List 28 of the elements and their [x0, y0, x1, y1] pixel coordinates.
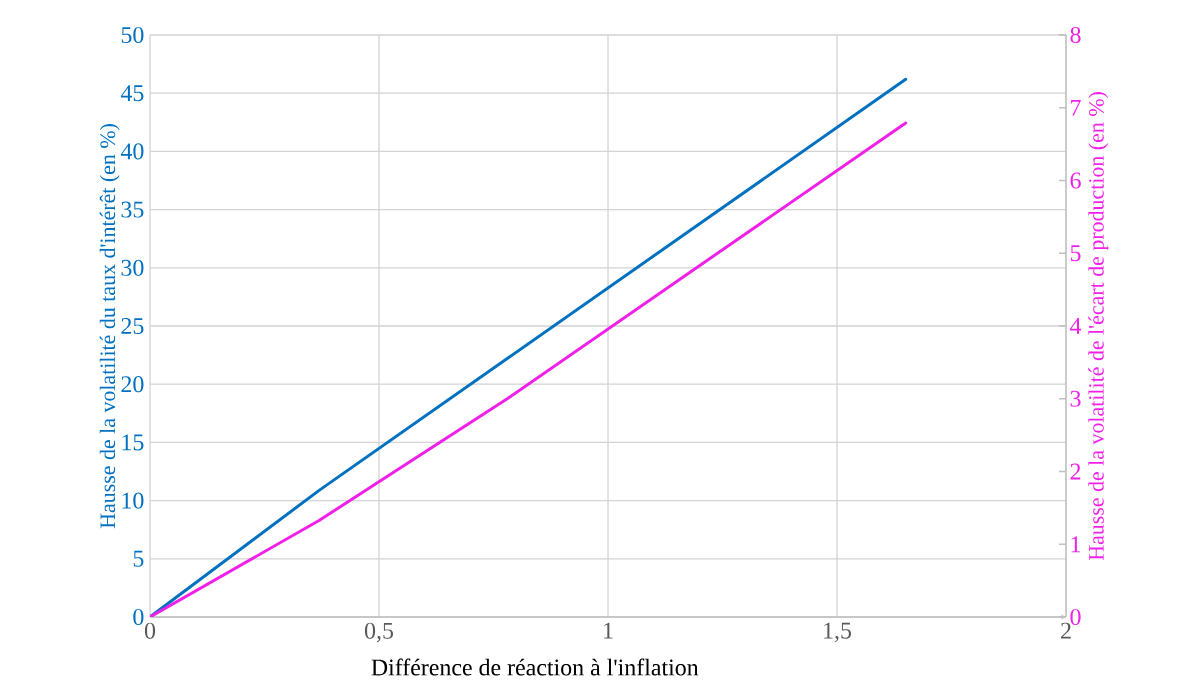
y2-tick-label: 1 [1071, 536, 1081, 553]
x-tick-label: 0 [144, 622, 156, 639]
x-tick-label: 0,5 [364, 622, 394, 643]
y-tick-label: 45 [120, 85, 144, 102]
y-tick-label: 30 [121, 259, 144, 276]
y2-tick-label: 0 [1070, 608, 1081, 626]
x-tick-label: 1 [604, 622, 613, 639]
y-tick-label: 40 [120, 143, 144, 160]
y-tick-label: 25 [121, 317, 144, 335]
y2-tick-label: 6 [1070, 172, 1081, 189]
y2-tick-label: 5 [1070, 245, 1081, 262]
x-tick-label: 1,5 [824, 622, 852, 643]
y-tick-label: 5 [133, 550, 144, 567]
y2-tick-label: 7 [1071, 99, 1081, 116]
y-tick-label: 0 [133, 608, 144, 626]
y-axis-title: Hausse de la volatilité du taux d'intérêt (en %) [99, 124, 120, 529]
x-axis-title: Différence de réaction à l'inflation [371, 658, 699, 676]
y2-tick-label: 4 [1070, 318, 1082, 334]
y2-tick-label: 8 [1070, 26, 1081, 44]
y2-axis-title: Hausse de la volatilité de l'écart de production (en %) [1088, 92, 1109, 561]
y-tick-label: 50 [121, 26, 144, 44]
y2-tick-label: 2 [1070, 463, 1081, 480]
y-tick-label: 20 [121, 376, 144, 393]
y-tick-label: 10 [122, 492, 144, 509]
x-tick-label: 2 [1061, 622, 1071, 639]
y-tick-label: 35 [121, 201, 144, 218]
y-tick-label: 15 [122, 434, 144, 451]
y2-tick-label: 3 [1070, 390, 1081, 407]
